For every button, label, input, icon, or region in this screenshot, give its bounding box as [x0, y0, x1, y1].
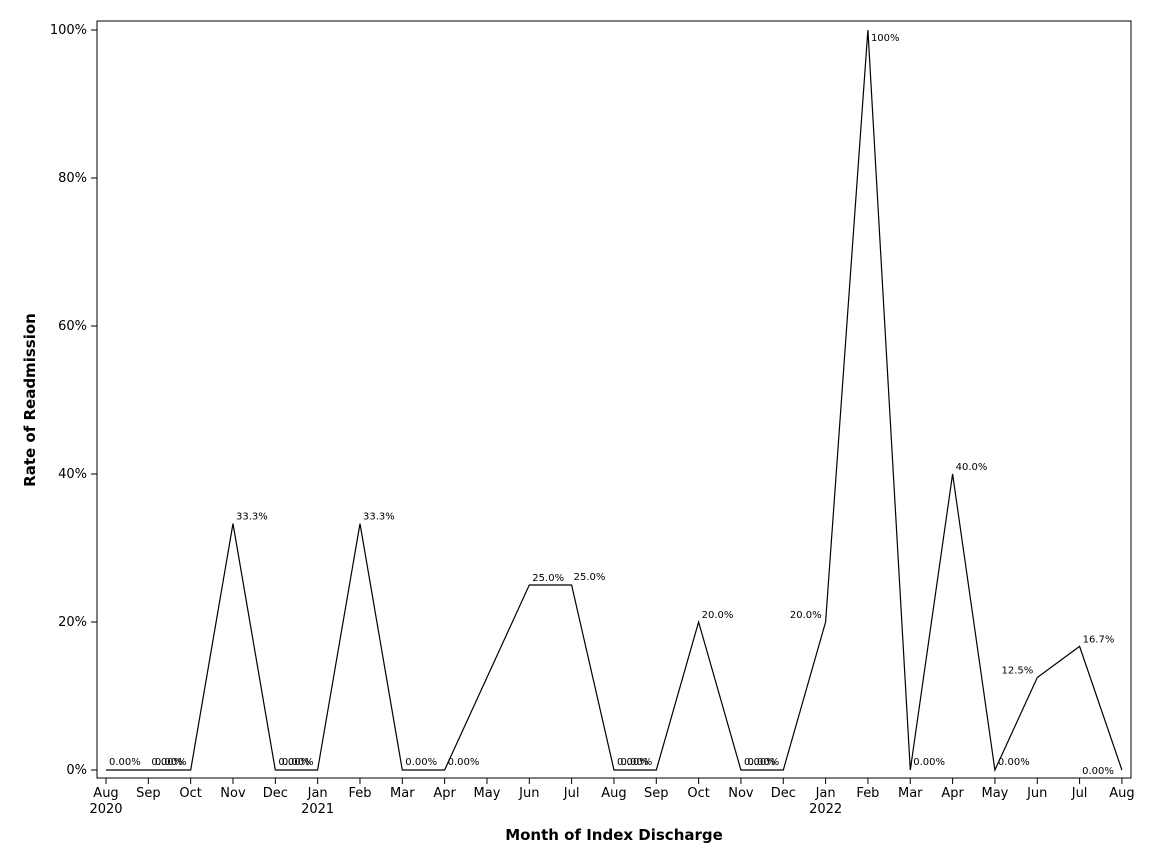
data-label: 0.00% — [747, 757, 779, 768]
plot-frame — [96, 20, 1132, 779]
data-label: 40.0% — [956, 462, 988, 473]
x-tick-label: Apr — [433, 786, 456, 801]
data-label: 0.00% — [278, 757, 310, 768]
x-tick-label: Sep — [644, 786, 669, 801]
y-tick-label: 20% — [58, 615, 87, 630]
y-axis-title: Rate of Readmission — [21, 313, 39, 487]
x-tick-label: Sep — [136, 786, 161, 801]
y-tick-label: 0% — [66, 763, 87, 778]
data-label: 0.00% — [744, 757, 776, 768]
x-tick-label: Feb — [856, 786, 879, 801]
y-tick-label: 40% — [58, 467, 87, 482]
x-tick-label: Jul — [563, 786, 580, 801]
y-tick-label: 100% — [50, 23, 87, 38]
series-group — [106, 29, 1123, 773]
x-tick-label: Feb — [348, 786, 371, 801]
x-tick-label: Jun — [518, 786, 539, 801]
data-label: 12.5% — [1001, 666, 1033, 677]
series-line — [106, 29, 1123, 773]
data-label: 0.00% — [621, 757, 653, 768]
x-year-label: 2020 — [89, 802, 122, 817]
x-tick-label: Aug — [601, 786, 626, 801]
data-label: 20.0% — [702, 610, 734, 621]
x-tick-label: Nov — [728, 786, 754, 801]
x-axis: Aug Sep Oct Nov Dec Jan Feb Mar Apr May Jun Jul Aug S… — [89, 778, 1135, 817]
data-label: 0.00% — [109, 757, 141, 768]
x-tick-label: Aug — [93, 786, 118, 801]
data-label: 33.3% — [236, 512, 268, 523]
x-tick-label: Apr — [941, 786, 964, 801]
x-tick-label: Jun — [1026, 786, 1047, 801]
x-tick-label: Jan — [815, 786, 836, 801]
x-tick-label: Oct — [687, 786, 709, 801]
data-label: 0.00% — [617, 757, 649, 768]
data-label: 0.00% — [448, 757, 480, 768]
x-tick-label: May — [474, 786, 501, 801]
x-tick-label: Jul — [1071, 786, 1088, 801]
data-label: 0.00% — [151, 757, 183, 768]
x-axis-title: Month of Index Discharge — [505, 826, 723, 844]
x-tick-label: Jan — [307, 786, 328, 801]
x-tick-label: Oct — [179, 786, 201, 801]
x-tick-label: Dec — [263, 786, 288, 801]
data-label: 0.00% — [155, 757, 187, 768]
data-label: 25.0% — [574, 572, 606, 583]
data-label: 20.0% — [790, 610, 822, 621]
data-label: 0.00% — [913, 757, 945, 768]
data-label: 100% — [871, 33, 900, 44]
data-label: 25.0% — [532, 573, 564, 584]
x-tick-label: Mar — [898, 786, 923, 801]
data-label: 16.7% — [1083, 634, 1115, 645]
x-tick-label: Aug — [1109, 786, 1134, 801]
x-tick-label: Dec — [771, 786, 796, 801]
data-label: 33.3% — [363, 512, 395, 523]
x-tick-label: Mar — [390, 786, 415, 801]
data-label: 0.00% — [282, 757, 314, 768]
y-tick-label: 60% — [58, 319, 87, 334]
x-year-label: 2021 — [301, 802, 334, 817]
x-tick-label: Nov — [220, 786, 246, 801]
y-axis: 0% 20% 40% 60% 80% 100% — [50, 23, 97, 778]
data-labels-group: 0.00% 0.00%0.00%33.3%0.00%0.00%33.3%0.00%… — [109, 33, 1114, 777]
x-tick-label: May — [981, 786, 1008, 801]
x-year-label: 2022 — [809, 802, 842, 817]
y-tick-label: 80% — [58, 171, 87, 186]
data-label: 0.00% — [1082, 766, 1114, 777]
data-label: 0.00% — [998, 757, 1030, 768]
data-label: 0.00% — [405, 757, 437, 768]
